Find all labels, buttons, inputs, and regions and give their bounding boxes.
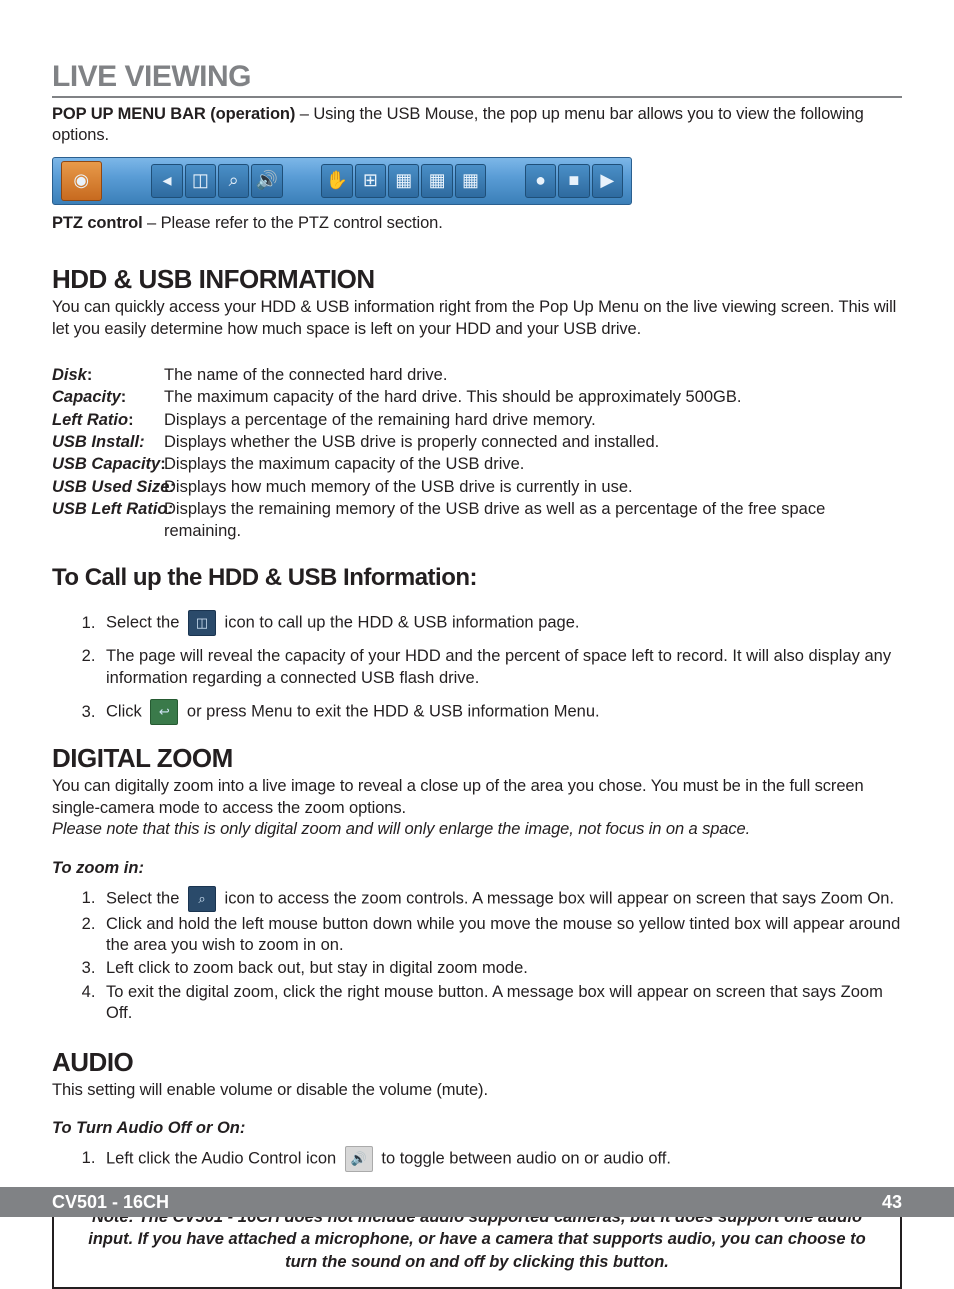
def-row: Disk:The name of the connected hard driv… xyxy=(52,364,902,386)
hand-icon[interactable]: ✋ xyxy=(321,164,352,198)
page-footer: CV501 - 16CH 43 xyxy=(0,1187,954,1217)
section-audio-heading: AUDIO xyxy=(52,1047,902,1078)
def-row: USB Install:Displays whether the USB dri… xyxy=(52,431,902,453)
def-row: Left Ratio:Displays a percentage of the … xyxy=(52,409,902,431)
zoom-inline-icon: ⌕ xyxy=(188,886,216,912)
audio-steps: Left click the Audio Control icon 🔊 to t… xyxy=(52,1146,902,1172)
def-row: Capacity:The maximum capacity of the har… xyxy=(52,386,902,408)
grid1-icon[interactable]: ⊞ xyxy=(355,164,386,198)
stop-icon[interactable]: ■ xyxy=(558,164,589,198)
section-callup-heading: To Call up the HDD & USB Information: xyxy=(52,564,902,592)
ptz-text: – Please refer to the PTZ control sectio… xyxy=(143,214,443,232)
def-term: Left Ratio: xyxy=(52,409,164,431)
list-item: Click and hold the left mouse button dow… xyxy=(100,914,902,957)
def-term: USB Used Size: xyxy=(52,476,164,498)
back-inline-icon: ↩ xyxy=(150,699,178,725)
def-desc: Displays a percentage of the remaining h… xyxy=(164,409,596,431)
hdd-usb-inline-icon: ◫ xyxy=(188,610,216,636)
zoom-note: Please note that this is only digital zo… xyxy=(52,819,902,840)
def-term: Disk: xyxy=(52,364,164,386)
popup-menu-line: POP UP MENU BAR (operation) – Using the … xyxy=(52,104,902,147)
list-item: To exit the digital zoom, click the righ… xyxy=(100,982,902,1025)
def-desc: Displays the remaining memory of the USB… xyxy=(164,498,902,543)
record-icon[interactable]: ● xyxy=(525,164,556,198)
popup-menu-bar: ◉ ◂ ◫ ⌕ 🔊 ✋ ⊞ ▦ ▦ ▦ ● ■ ▶ xyxy=(52,157,632,205)
def-row: USB Capacity:Displays the maximum capaci… xyxy=(52,453,902,475)
list-item: Left click the Audio Control icon 🔊 to t… xyxy=(100,1146,902,1172)
def-row: USB Left Ratio:Displays the remaining me… xyxy=(52,498,902,543)
footer-page: 43 xyxy=(882,1192,902,1213)
grid4-icon[interactable]: ▦ xyxy=(388,164,419,198)
section-live-viewing-heading: LIVE VIEWING xyxy=(52,60,902,98)
def-term: Capacity: xyxy=(52,386,164,408)
def-desc: Displays the maximum capacity of the USB… xyxy=(164,453,524,475)
def-desc: Displays whether the USB drive is proper… xyxy=(164,431,659,453)
play-icon[interactable]: ▶ xyxy=(592,164,623,198)
prev-icon[interactable]: ◂ xyxy=(151,164,182,198)
list-item: Click ↩ or press Menu to exit the HDD & … xyxy=(100,699,902,725)
list-item: Select the ◫ icon to call up the HDD & U… xyxy=(100,610,902,636)
def-term: USB Capacity: xyxy=(52,453,164,475)
zoom-icon[interactable]: ⌕ xyxy=(218,164,249,198)
hdd-usb-icon[interactable]: ◫ xyxy=(185,164,216,198)
def-desc: Displays how much memory of the USB driv… xyxy=(164,476,633,498)
def-term: USB Left Ratio: xyxy=(52,498,164,543)
list-item: Left click to zoom back out, but stay in… xyxy=(100,958,902,979)
list-item: The page will reveal the capacity of you… xyxy=(100,646,902,689)
def-desc: The name of the connected hard drive. xyxy=(164,364,447,386)
zoom-sub: To zoom in: xyxy=(52,859,902,878)
grid9-icon[interactable]: ▦ xyxy=(421,164,452,198)
audio-inline-icon: 🔊 xyxy=(345,1146,373,1172)
zoom-intro: You can digitally zoom into a live image… xyxy=(52,776,902,819)
def-desc: The maximum capacity of the hard drive. … xyxy=(164,386,741,408)
popup-label: POP UP MENU BAR (operation) xyxy=(52,105,295,123)
list-item: Select the ⌕ icon to access the zoom con… xyxy=(100,886,902,912)
section-zoom-heading: DIGITAL ZOOM xyxy=(52,743,902,774)
def-row: USB Used Size:Displays how much memory o… xyxy=(52,476,902,498)
audio-sub: To Turn Audio Off or On: xyxy=(52,1119,902,1138)
audio-intro: This setting will enable volume or disab… xyxy=(52,1080,902,1101)
ptz-control-icon[interactable]: ◉ xyxy=(61,161,102,201)
zoom-steps: Select the ⌕ icon to access the zoom con… xyxy=(52,886,902,1025)
audio-icon[interactable]: 🔊 xyxy=(251,164,282,198)
hdd-intro: You can quickly access your HDD & USB in… xyxy=(52,297,902,340)
callup-steps: Select the ◫ icon to call up the HDD & U… xyxy=(52,610,902,725)
footer-model: CV501 - 16CH xyxy=(52,1192,169,1213)
ptz-label: PTZ control xyxy=(52,214,143,232)
ptz-line: PTZ control – Please refer to the PTZ co… xyxy=(52,213,902,234)
hdd-definitions: Disk:The name of the connected hard driv… xyxy=(52,364,902,542)
section-hdd-heading: HDD & USB INFORMATION xyxy=(52,264,902,295)
def-term: USB Install: xyxy=(52,431,164,453)
grid16-icon[interactable]: ▦ xyxy=(455,164,486,198)
